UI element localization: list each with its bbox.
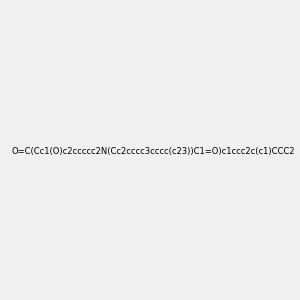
Text: O=C(Cc1(O)c2ccccc2N(Cc2cccc3cccc(c23))C1=O)c1ccc2c(c1)CCC2: O=C(Cc1(O)c2ccccc2N(Cc2cccc3cccc(c23))C1…	[12, 147, 296, 156]
